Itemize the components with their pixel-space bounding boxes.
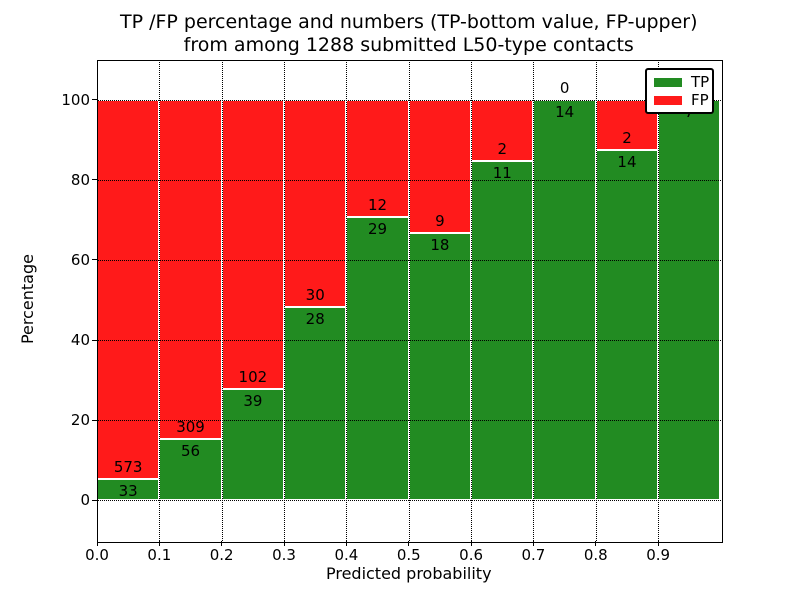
bar-label-tp: 29 (368, 220, 388, 239)
y-tick-label: 100 (61, 90, 90, 109)
legend-label: TP (691, 73, 710, 91)
y-tick-label: 80 (70, 170, 90, 189)
y-tickmark (92, 99, 97, 101)
y-tickmark (92, 419, 97, 421)
bar-label-fp: 309 (176, 418, 205, 437)
bar-label-tp: 28 (305, 309, 325, 328)
bar-label-fp: 573 (113, 457, 143, 476)
x-tickmark (345, 540, 347, 546)
bar-label-fp: 0 (559, 78, 570, 97)
bar-segment-tp (595, 149, 659, 501)
bar-segment-fp (346, 99, 409, 218)
y-tickmark (92, 259, 97, 261)
legend-item-tp: TP (654, 73, 710, 91)
bar-segment-tp (471, 161, 534, 501)
x-tickmark (532, 540, 534, 546)
y-tick-label: 20 (70, 411, 90, 430)
legend-item-fp: FP (654, 91, 709, 109)
x-tickmark (221, 540, 223, 546)
x-tickmark (96, 540, 98, 546)
x-tick-label: 0.5 (396, 545, 421, 564)
bar-label-fp: 12 (368, 196, 388, 215)
legend-label: FP (691, 91, 709, 109)
bar-segment-tp (284, 306, 347, 501)
bar-segment-fp (284, 99, 347, 307)
bar-label-tp: 39 (243, 392, 263, 411)
bar-segment-fp (97, 99, 160, 479)
x-tickmark (408, 540, 410, 546)
x-tickmark (470, 540, 472, 546)
bar-label-tp: 14 (617, 152, 637, 171)
bar-label-tp: 14 (555, 102, 575, 121)
bar-segment-tp (408, 233, 472, 501)
bar-segment-tp (346, 217, 409, 501)
y-tickmark (92, 339, 97, 341)
x-tickmark (657, 540, 659, 546)
bar-segment-fp (159, 99, 222, 440)
x-tick-label: 0.2 (209, 545, 234, 564)
x-tick-label: 0.3 (272, 545, 296, 564)
chart-title-line2: from among 1288 submitted L50-type conta… (183, 34, 634, 56)
bar-label-tp: 33 (118, 481, 138, 500)
gridline-horizontal (97, 500, 721, 502)
x-tick-label: 0.8 (583, 545, 608, 564)
chart-title-line1: TP /FP percentage and numbers (TP-bottom… (119, 11, 698, 33)
legend-swatch-fp (654, 95, 682, 105)
bar-segment-tp (533, 99, 596, 501)
legend: TP FP (645, 68, 714, 114)
x-tickmark (595, 540, 597, 546)
x-tick-label: 0.4 (334, 545, 359, 564)
x-tick-label: 0.6 (459, 545, 484, 564)
x-tickmark (158, 540, 160, 546)
x-tick-label: 0.1 (147, 545, 172, 564)
bar-label-fp: 30 (305, 285, 325, 304)
y-axis-title: Percentage (18, 254, 37, 345)
y-tick-label: 0 (80, 491, 90, 510)
bar-label-tp: 18 (430, 236, 450, 255)
bar-label-tp: 56 (180, 442, 201, 461)
y-tickmark (92, 499, 97, 501)
x-tick-label: 0.0 (85, 545, 109, 564)
bar-segment-fp (221, 99, 285, 390)
bar-label-fp: 2 (497, 140, 508, 159)
legend-swatch-tp (654, 77, 682, 87)
y-tick-label: 40 (70, 331, 90, 350)
chart-title: TP /FP percentage and numbers (TP-bottom… (109, 11, 709, 57)
x-tickmark (283, 540, 285, 546)
x-tick-label: 0.7 (521, 545, 546, 564)
bar-segment-tp (159, 439, 222, 501)
bar-label-fp: 9 (435, 212, 445, 231)
bar-label-tp: 11 (492, 164, 512, 183)
x-tick-label: 0.9 (646, 545, 671, 564)
y-tickmark (92, 179, 97, 181)
bar-segment-tp (658, 99, 721, 501)
y-tick-label: 60 (70, 250, 90, 269)
bar-label-fp: 2 (622, 128, 632, 147)
x-axis-title: Predicted probability (325, 564, 492, 583)
bar-label-fp: 102 (238, 368, 268, 387)
